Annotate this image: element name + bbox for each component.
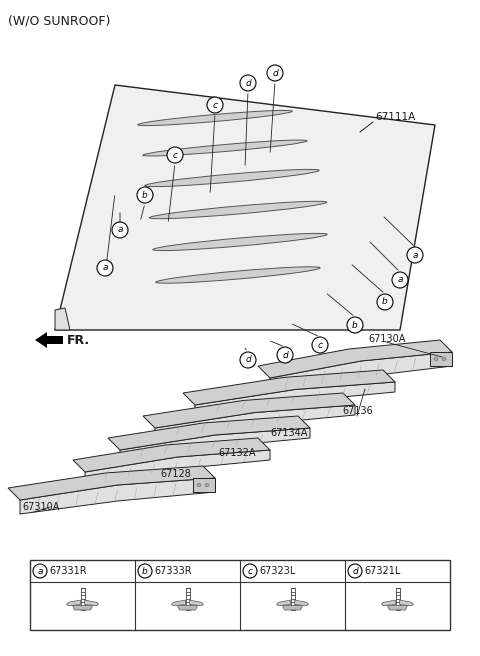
Text: c: c <box>317 340 323 350</box>
Text: a: a <box>397 276 403 285</box>
Text: 67130A: 67130A <box>368 334 406 344</box>
Text: 67111A: 67111A <box>375 112 415 122</box>
Polygon shape <box>258 340 452 378</box>
Polygon shape <box>195 382 395 415</box>
Text: 67321L: 67321L <box>364 566 400 576</box>
Polygon shape <box>67 600 81 605</box>
Text: 67128: 67128 <box>160 469 191 479</box>
Circle shape <box>377 294 393 310</box>
Circle shape <box>138 564 152 578</box>
Ellipse shape <box>434 358 438 361</box>
Bar <box>81 588 84 610</box>
Polygon shape <box>84 600 98 605</box>
Circle shape <box>347 317 363 333</box>
Ellipse shape <box>153 234 327 251</box>
Circle shape <box>112 222 128 238</box>
Text: c: c <box>248 567 252 575</box>
Text: c: c <box>213 100 217 110</box>
Text: c: c <box>172 150 178 159</box>
Polygon shape <box>430 352 452 366</box>
Text: a: a <box>102 264 108 272</box>
Polygon shape <box>73 438 270 472</box>
Text: 67323L: 67323L <box>259 566 295 576</box>
Polygon shape <box>8 466 215 500</box>
Polygon shape <box>55 308 70 330</box>
Text: b: b <box>352 321 358 329</box>
Text: 67136: 67136 <box>342 406 373 416</box>
Ellipse shape <box>143 140 307 156</box>
Polygon shape <box>270 352 452 392</box>
Ellipse shape <box>197 483 201 487</box>
Text: 67333R: 67333R <box>154 566 192 576</box>
Polygon shape <box>20 478 215 514</box>
Text: b: b <box>142 567 148 575</box>
Text: 67134A: 67134A <box>270 428 307 438</box>
Bar <box>185 588 190 610</box>
Text: (W/O SUNROOF): (W/O SUNROOF) <box>8 14 110 27</box>
Text: d: d <box>282 350 288 359</box>
Polygon shape <box>190 600 204 605</box>
Polygon shape <box>193 478 215 492</box>
Bar <box>30 560 450 630</box>
Circle shape <box>33 564 47 578</box>
Ellipse shape <box>145 169 319 186</box>
Circle shape <box>137 187 153 203</box>
Circle shape <box>348 564 362 578</box>
Polygon shape <box>387 605 408 610</box>
Ellipse shape <box>205 483 209 487</box>
Circle shape <box>267 65 283 81</box>
Polygon shape <box>55 85 435 330</box>
Polygon shape <box>295 600 309 605</box>
Circle shape <box>97 260 113 276</box>
Circle shape <box>277 347 293 363</box>
Circle shape <box>207 97 223 113</box>
Circle shape <box>392 272 408 288</box>
Circle shape <box>167 147 183 163</box>
Text: 67331R: 67331R <box>49 566 86 576</box>
Circle shape <box>240 352 256 368</box>
Bar <box>396 588 399 610</box>
Polygon shape <box>85 450 270 482</box>
Circle shape <box>312 337 328 353</box>
Text: d: d <box>245 356 251 365</box>
Bar <box>290 588 295 610</box>
Text: 67132A: 67132A <box>218 448 255 458</box>
Polygon shape <box>143 393 355 428</box>
Circle shape <box>407 247 423 263</box>
Text: d: d <box>245 79 251 87</box>
Text: a: a <box>37 567 43 575</box>
Polygon shape <box>382 600 396 605</box>
Text: d: d <box>272 68 278 77</box>
Circle shape <box>243 564 257 578</box>
Ellipse shape <box>442 358 446 361</box>
Polygon shape <box>155 405 355 438</box>
Polygon shape <box>108 416 310 450</box>
Polygon shape <box>171 600 185 605</box>
Polygon shape <box>178 605 197 610</box>
Text: b: b <box>382 298 388 306</box>
Ellipse shape <box>149 201 327 218</box>
Polygon shape <box>72 605 93 610</box>
Text: a: a <box>412 251 418 260</box>
Text: FR.: FR. <box>67 333 90 346</box>
Polygon shape <box>276 600 290 605</box>
Polygon shape <box>283 605 302 610</box>
Ellipse shape <box>138 110 292 125</box>
Text: d: d <box>352 567 358 575</box>
Text: b: b <box>142 190 148 199</box>
Text: a: a <box>117 226 123 234</box>
Polygon shape <box>120 428 310 460</box>
Circle shape <box>240 75 256 91</box>
Polygon shape <box>399 600 413 605</box>
Ellipse shape <box>156 267 320 283</box>
Polygon shape <box>35 332 63 348</box>
Polygon shape <box>183 370 395 405</box>
Text: 67310A: 67310A <box>22 502 60 512</box>
